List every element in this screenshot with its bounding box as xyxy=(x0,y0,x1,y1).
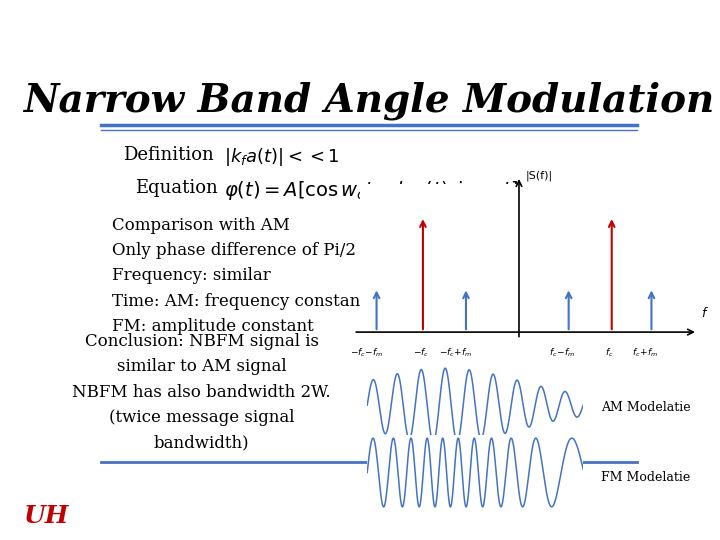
Text: $|k_f a(t)| << 1$: $|k_f a(t)| << 1$ xyxy=(224,146,340,168)
Text: Conclusion: NBFM signal is
similar to AM signal
NBFM has also bandwidth 2W.
(twi: Conclusion: NBFM signal is similar to AM… xyxy=(72,333,331,452)
Text: AM Modelatie: AM Modelatie xyxy=(601,401,690,414)
Text: $-f_c\!-\!f_m$: $-f_c\!-\!f_m$ xyxy=(350,347,384,360)
Text: Narrow Band Angle Modulation: Narrow Band Angle Modulation xyxy=(23,82,715,120)
Text: $f_c\!+\!f_m$: $f_c\!+\!f_m$ xyxy=(631,347,657,360)
Text: FM Modelatie: FM Modelatie xyxy=(601,471,690,484)
Text: $-f_c\!+\!f_m$: $-f_c\!+\!f_m$ xyxy=(439,347,473,360)
Text: $f_c$: $f_c$ xyxy=(605,347,613,360)
Text: $\varphi(t) = A\left[\cos w_c t - k_f a(t)\sin w_c t\right]$: $\varphi(t) = A\left[\cos w_c t - k_f a(… xyxy=(224,179,518,202)
Text: f: f xyxy=(701,307,706,320)
Text: $-f_c$: $-f_c$ xyxy=(413,347,429,360)
Text: Definition: Definition xyxy=(124,146,215,164)
Text: UH: UH xyxy=(24,504,70,528)
Text: Equation: Equation xyxy=(135,179,217,197)
Text: |S(f)|: |S(f)| xyxy=(526,170,553,180)
Text: $f_c\!-\!f_m$: $f_c\!-\!f_m$ xyxy=(549,347,575,360)
Text: Comparison with AM
Only phase difference of Pi/2
Frequency: similar
Time: AM: fr: Comparison with AM Only phase difference… xyxy=(112,217,367,335)
